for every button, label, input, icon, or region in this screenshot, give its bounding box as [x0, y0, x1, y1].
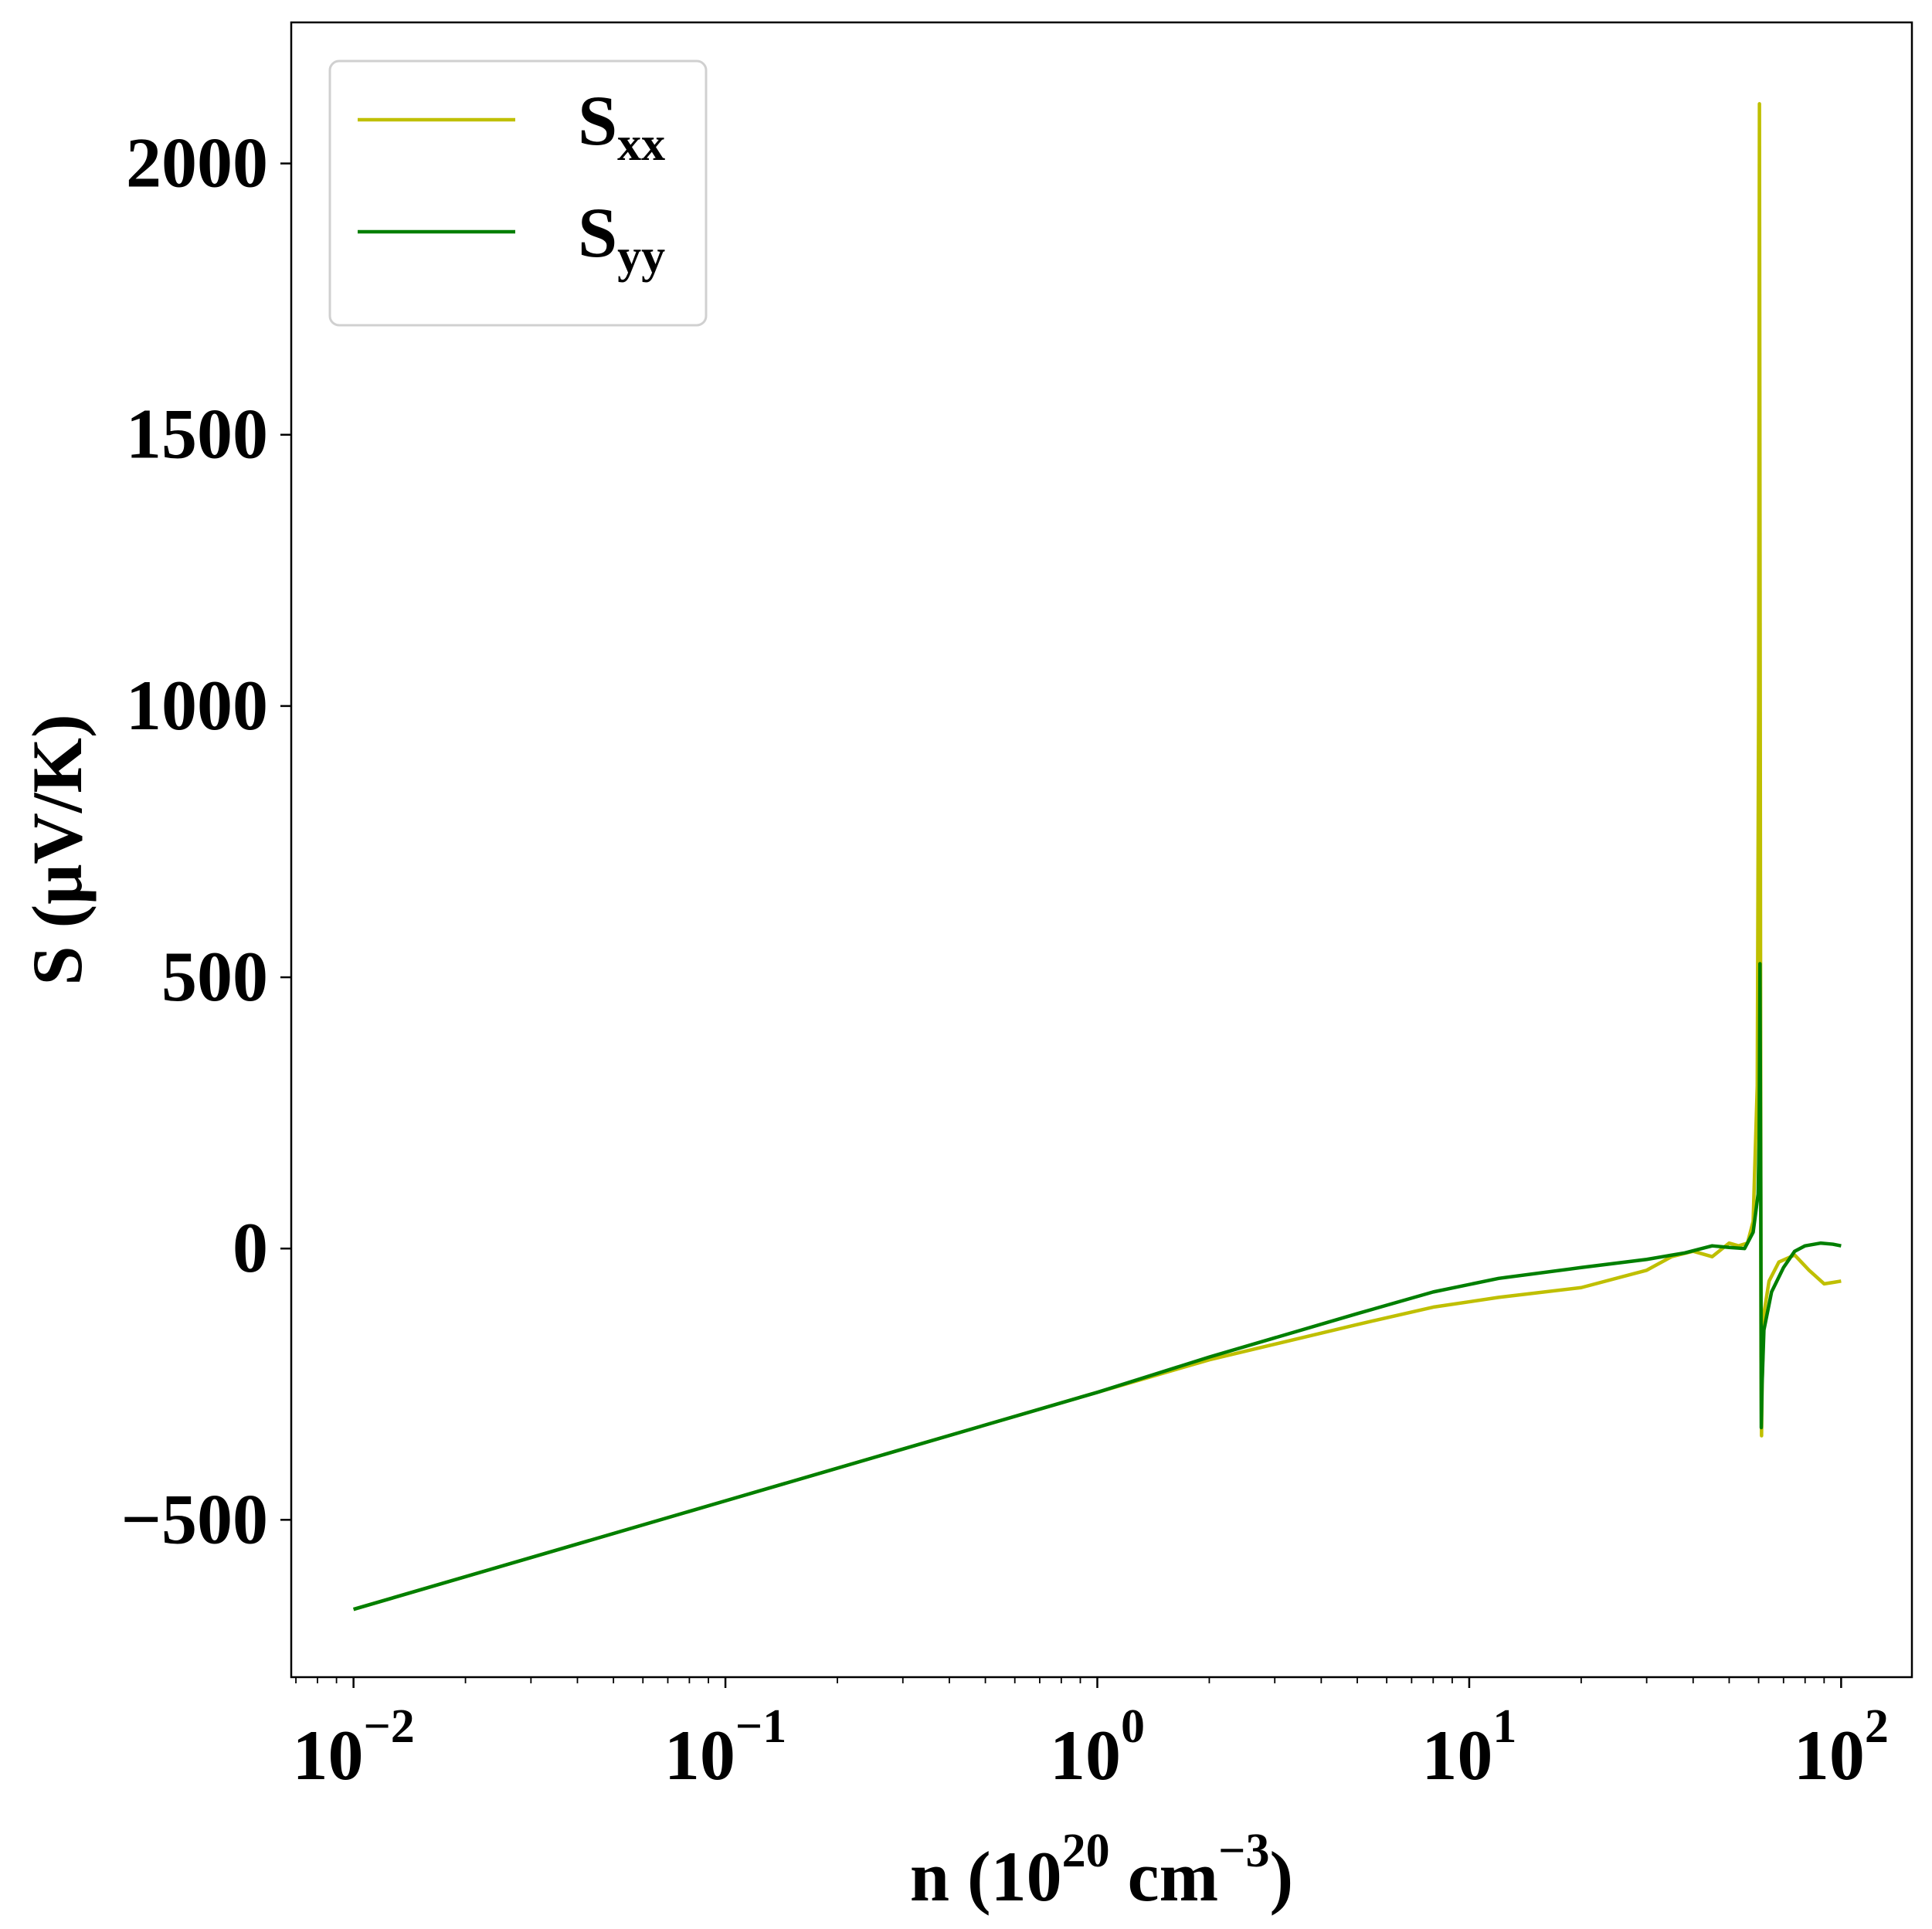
- y-tick-label: 1000: [126, 666, 268, 745]
- legend-label-syy: Syy: [578, 193, 665, 283]
- y-axis-label: S (μV/K): [18, 714, 97, 985]
- y-tick-label: 0: [233, 1208, 268, 1287]
- x-tick-label: 10−2: [292, 1700, 414, 1795]
- plot-area-frame: [290, 21, 1913, 1679]
- series-layer: [353, 102, 1842, 1611]
- y-tick-label: 1500: [126, 395, 268, 474]
- x-tick-label: 101: [1421, 1700, 1516, 1795]
- legend-label-sxx: Sxx: [578, 81, 665, 171]
- tick-layer: −500 0 500 1000 1500 2000 10−2 10−1 100 101 102: [121, 124, 1889, 1795]
- x-tick-label: 102: [1794, 1700, 1889, 1795]
- legend: Sxx Syy: [328, 59, 708, 327]
- y-tick-label: 500: [161, 937, 268, 1016]
- x-tick-label: 100: [1050, 1700, 1145, 1795]
- x-tick-label: 10−1: [664, 1700, 786, 1795]
- legend-box: [328, 59, 708, 327]
- series-line-syy: [353, 962, 1842, 1611]
- y-tick-label: 2000: [126, 124, 268, 202]
- y-tick-label: −500: [121, 1479, 268, 1558]
- x-axis-label: n (1020 cm−3): [910, 1825, 1293, 1916]
